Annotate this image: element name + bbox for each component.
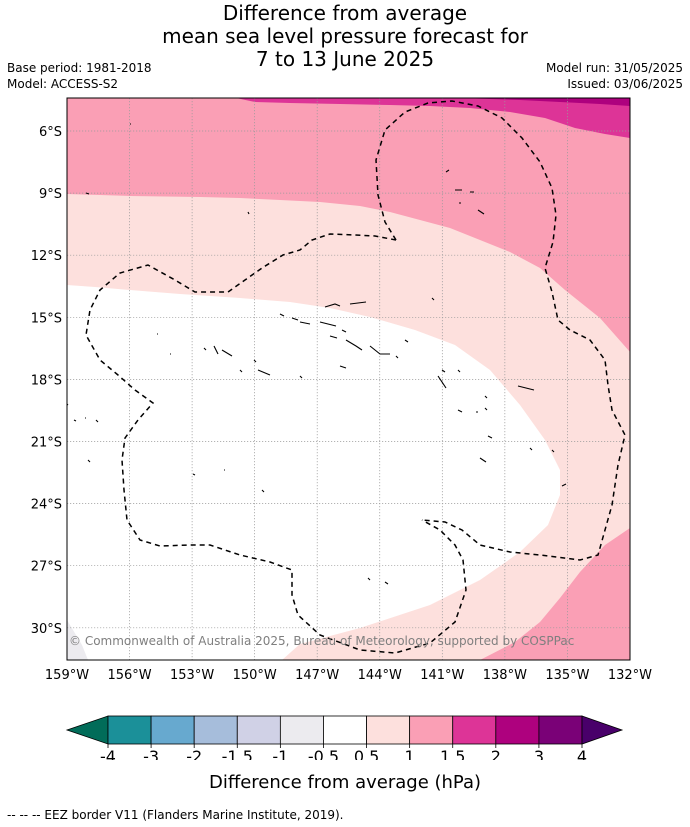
lat-label: 18°S [31, 373, 62, 388]
title-line-1: Difference from average [222, 1, 468, 25]
lon-label: 141°W [420, 668, 464, 683]
colorbar-cells [107, 715, 583, 745]
lon-label: 156°W [107, 668, 151, 683]
map-plot-area: © Commonwealth of Australia 2025, Bureau… [67, 98, 630, 660]
issued-date: Issued: 03/06/2025 [567, 77, 683, 91]
lat-label: 27°S [31, 560, 62, 575]
anomaly-region-1-to-1-5 [67, 98, 630, 352]
lat-label: 21°S [31, 436, 62, 451]
colorbar-cell [495, 715, 540, 745]
lat-label: 30°S [31, 622, 62, 637]
meta-left: Base period: 1981-2018 Model: ACCESS-S2 [7, 60, 152, 92]
eez-border-central [85, 233, 467, 654]
forecast-map: © Commonwealth of Australia 2025, Bureau… [31, 97, 652, 760]
map-frame [66, 97, 631, 661]
colorbar-tick-label: -2 [186, 747, 202, 760]
colorbar-tick-label: 0.5 [354, 747, 379, 760]
model-name: Model: ACCESS-S2 [7, 77, 119, 91]
island-coastline [67, 123, 567, 585]
lat-label: 6°S [39, 125, 62, 140]
lon-label: 135°W [545, 668, 589, 683]
lat-label: 9°S [39, 187, 62, 202]
colorbar-cell [409, 715, 454, 745]
colorbar-tick-label: -1.5 [222, 747, 253, 760]
footer-eez-note: -- -- -- EEZ border V11 (Flanders Marine… [7, 808, 344, 822]
colorbar-cell [323, 715, 367, 745]
colorbar-tick-label: -3 [143, 747, 159, 760]
anomaly-region-negative [67, 620, 88, 660]
latitude-labels: 6°S 9°S 12°S 15°S 18°S 21°S 24°S 27°S 30°S [31, 125, 62, 637]
lon-label: 153°W [170, 668, 214, 683]
model-run: Model run: 31/05/2025 [545, 61, 683, 75]
copyright-text: © Commonwealth of Australia 2025, Bureau… [69, 634, 574, 648]
colorbar-cell [366, 715, 411, 745]
lon-label: 159°W [45, 668, 89, 683]
anomaly-region-1-to-1-5-south [480, 528, 630, 660]
eez-borders [85, 100, 626, 654]
anomaly-region-2-to-3 [460, 98, 630, 106]
lat-label: 15°S [31, 311, 62, 326]
colorbar-tick-label: 4 [577, 747, 587, 760]
lon-label: 150°W [233, 668, 277, 683]
colorbar-tick-label: 3 [534, 747, 544, 760]
lon-label: 138°W [483, 668, 527, 683]
meta-right: Model run: 31/05/2025 Issued: 03/06/2025 [546, 60, 683, 92]
longitude-labels: 159°W 156°W 153°W 150°W 147°W 144°W 141°W 138°W… [45, 668, 652, 683]
islands [67, 123, 567, 585]
title-line-2: mean sea level pressure forecast for [162, 24, 528, 48]
colorbar-under-arrow [65, 715, 109, 745]
lon-label: 132°W [608, 668, 652, 683]
colorbar-tick-label: 2 [491, 747, 501, 760]
lon-label: 144°W [358, 668, 402, 683]
lat-label: 24°S [31, 498, 62, 513]
colorbar-tick-label: -4 [100, 747, 116, 760]
colorbar-tick-label: 1.5 [440, 747, 465, 760]
colorbar-cell [452, 715, 497, 745]
colorbar-tick-label: -1 [272, 747, 288, 760]
colorbar-cell [150, 715, 195, 745]
base-period: Base period: 1981-2018 [7, 61, 152, 75]
colorbar-cell [538, 715, 583, 745]
map-title: Difference from average mean sea level p… [0, 2, 690, 71]
lat-label: 12°S [31, 249, 62, 264]
colorbar-tick-label: 1 [405, 747, 415, 760]
colorbar-cell [236, 715, 281, 745]
lon-label: 147°W [295, 668, 339, 683]
colorbar-cell [107, 715, 152, 745]
colorbar-cell [279, 715, 324, 745]
colorbar-over-arrow [581, 715, 624, 745]
colorbar-cell [193, 715, 238, 745]
colorbar: -4 -3 -2 -1.5 -1 -0.5 0.5 1 1.5 2 3 4 [65, 715, 624, 760]
colorbar-tick-label: -0.5 [308, 747, 339, 760]
title-line-3: 7 to 13 June 2025 [255, 47, 435, 71]
colorbar-label: Difference from average (hPa) [208, 772, 482, 793]
anomaly-region-1-5-to-2 [236, 98, 630, 138]
colorbar-tick-labels: -4 -3 -2 -1.5 -1 -0.5 0.5 1 1.5 2 3 4 [100, 744, 587, 760]
